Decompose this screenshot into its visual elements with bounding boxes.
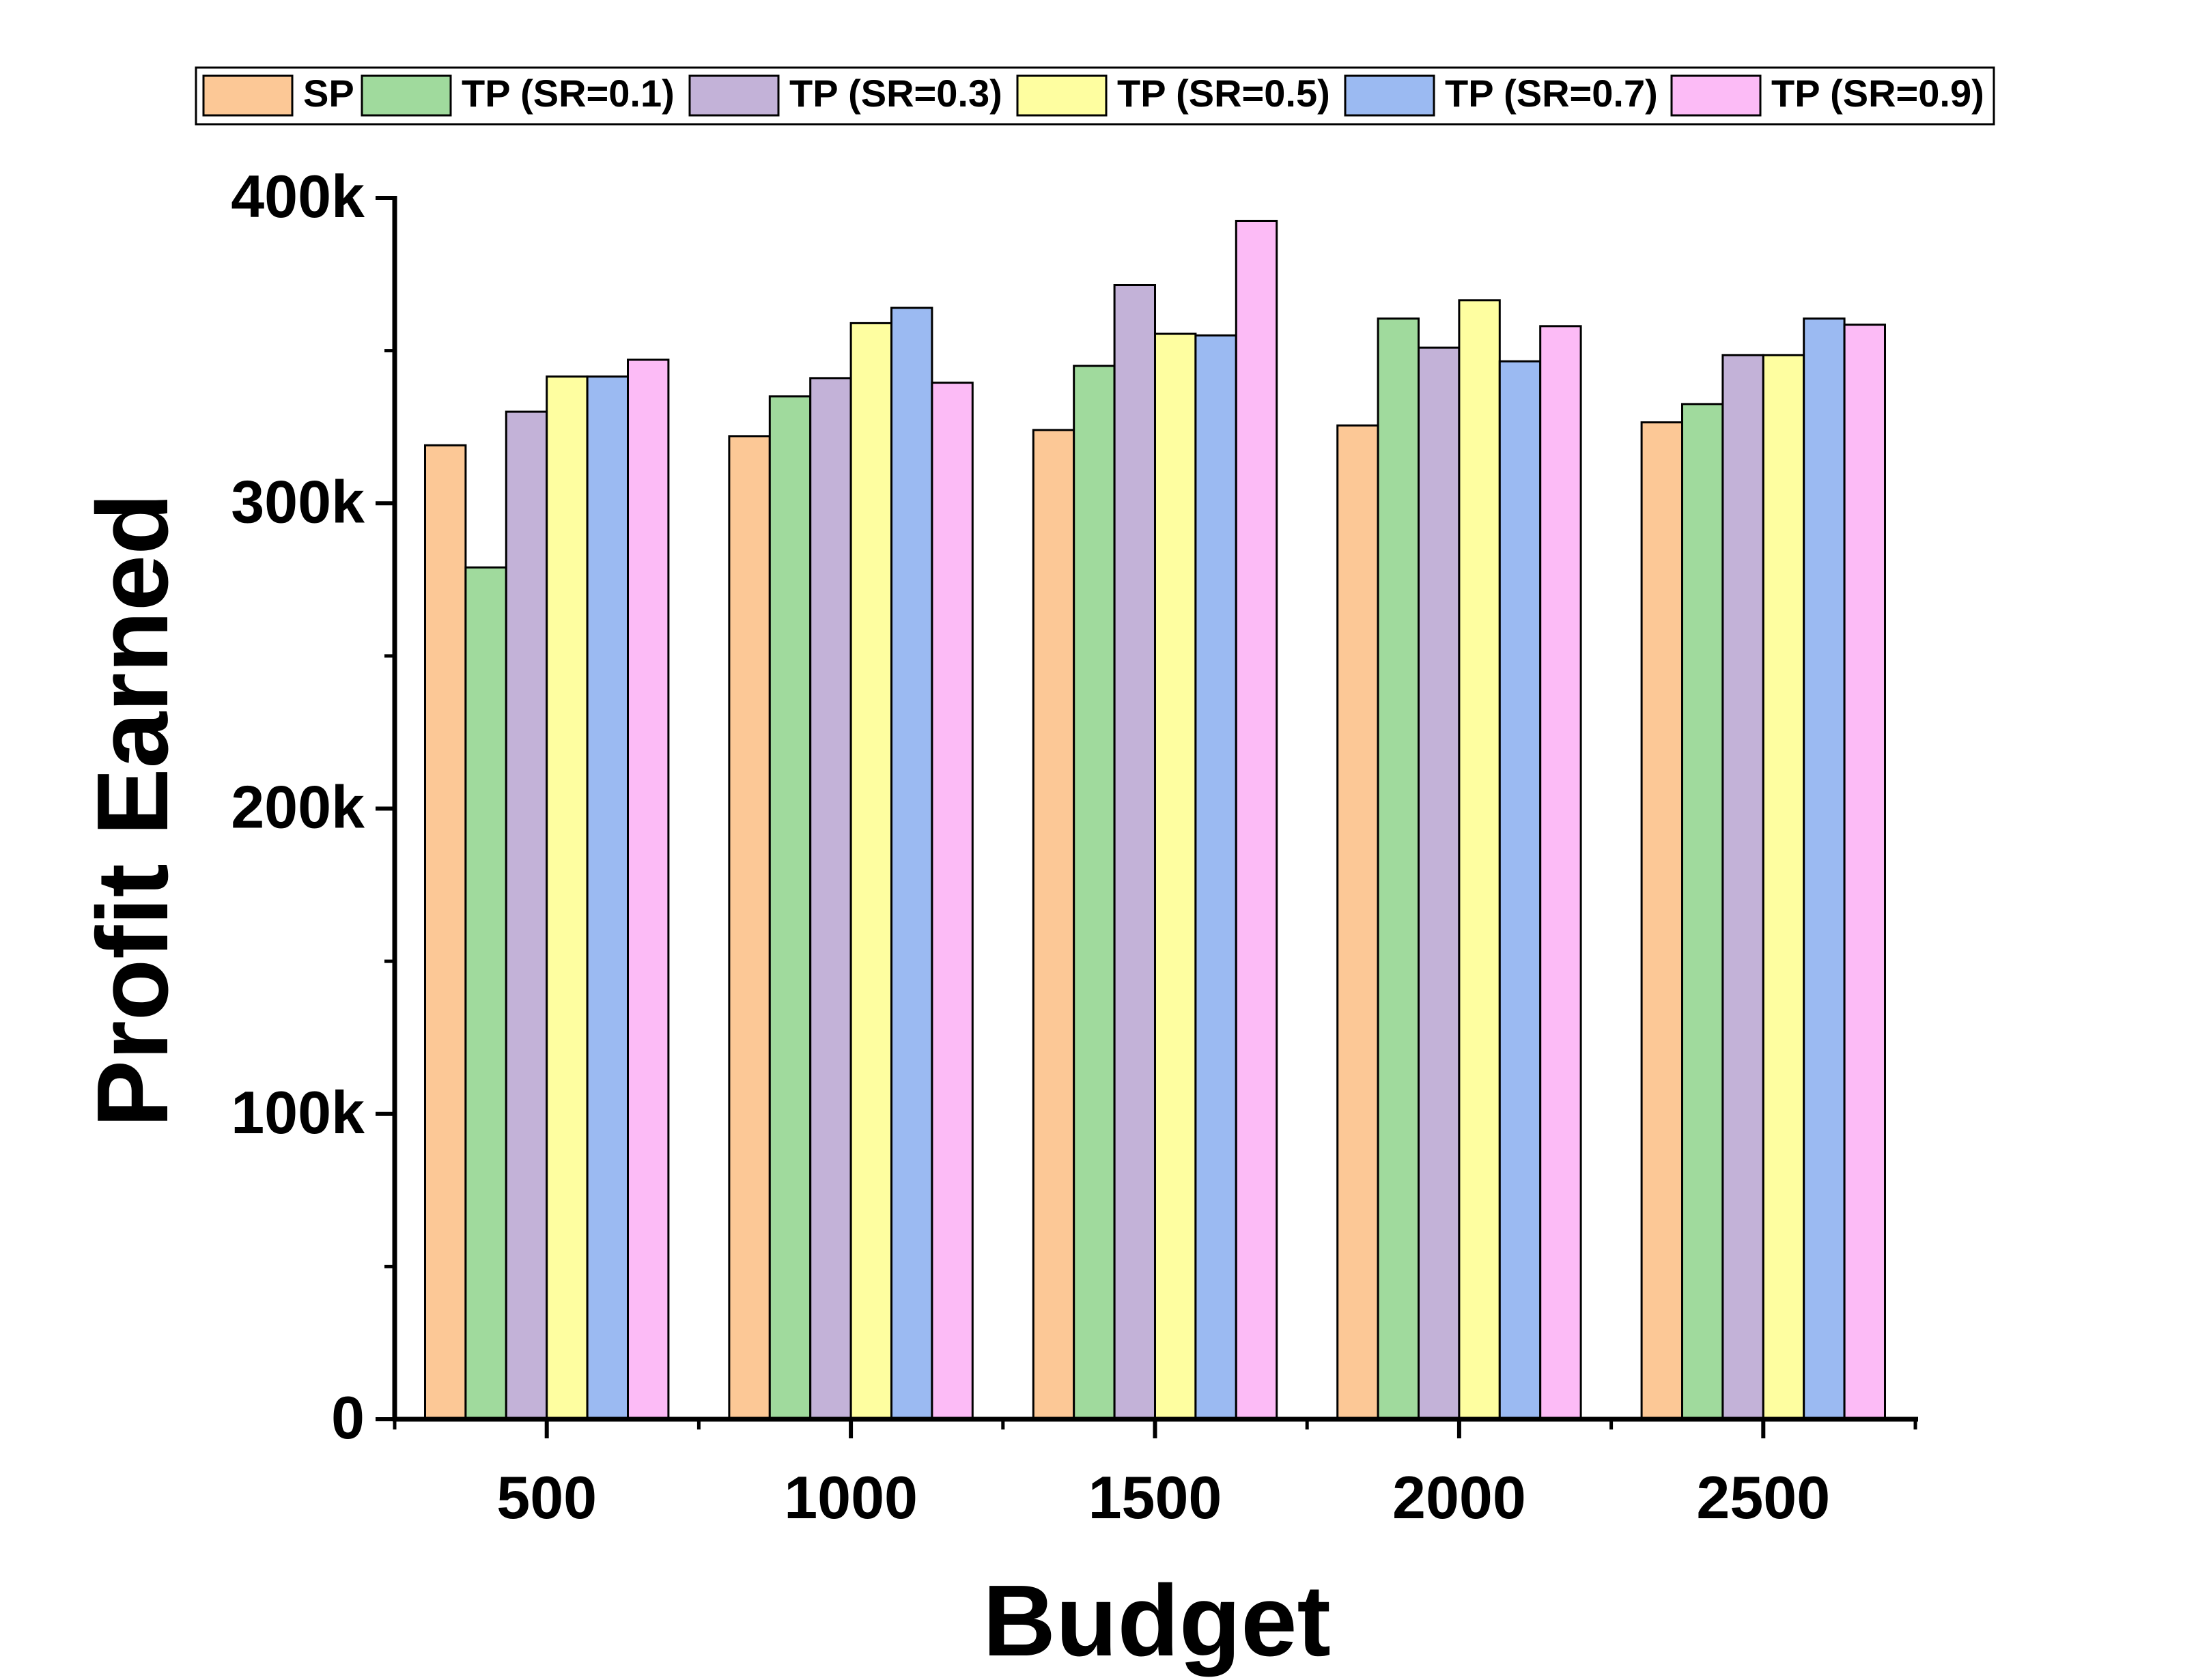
bar-3-2000 [1418, 346, 1461, 1421]
legend-swatch-4 [1016, 74, 1108, 117]
bar-5-500 [586, 375, 629, 1421]
y-tick-label-0: 0 [331, 1384, 365, 1451]
bar-1-500 [424, 444, 467, 1421]
bar-1-1000 [728, 435, 771, 1421]
bar-2-1000 [768, 395, 812, 1421]
legend-label-1: SP [303, 72, 354, 115]
bar-6-500 [627, 358, 670, 1421]
bar-6-1500 [1235, 220, 1278, 1421]
bar-3-2500 [1721, 354, 1764, 1421]
y-tick-label-4: 400k [231, 162, 365, 230]
bar-2-1500 [1073, 365, 1116, 1421]
legend-label-6: TP (SR=0.9) [1771, 72, 1984, 115]
bar-3-1500 [1113, 284, 1156, 1421]
bar-4-2500 [1762, 354, 1805, 1421]
bar-5-2500 [1803, 317, 1846, 1421]
legend-swatch-5 [1344, 74, 1435, 117]
x-tick-label-2000: 2000 [1392, 1464, 1526, 1531]
y-tick-label-3: 300k [231, 468, 365, 535]
bar-6-2000 [1539, 325, 1582, 1421]
y-axis-title: Profit Earned [76, 493, 189, 1127]
bar-3-1000 [809, 377, 852, 1421]
bar-5-2000 [1498, 360, 1542, 1421]
legend-label-2: TP (SR=0.1) [462, 72, 675, 115]
bar-1-2000 [1336, 424, 1379, 1421]
legend-swatch-3 [688, 74, 780, 117]
bar-2-2000 [1377, 317, 1420, 1421]
bar-4-2000 [1458, 299, 1501, 1421]
x-tick-label-1500: 1500 [1088, 1464, 1222, 1531]
legend-swatch-6 [1670, 74, 1762, 117]
axes: 0 100k 200k 300k 400k 500 1000 1500 2000 2500 [231, 162, 1918, 1531]
bar-1-1500 [1032, 429, 1075, 1421]
bar-4-1000 [849, 322, 892, 1421]
bar-3-500 [505, 410, 548, 1421]
legend-swatch-2 [361, 74, 452, 117]
bar-6-1000 [931, 382, 974, 1421]
y-tick-label-2: 200k [231, 773, 365, 841]
bar-4-1500 [1154, 332, 1197, 1421]
legend-label-3: TP (SR=0.3) [789, 72, 1002, 115]
x-tick-label-500: 500 [496, 1464, 597, 1531]
legend-swatch-1 [202, 74, 294, 117]
x-axis-title: Budget [983, 1565, 1331, 1677]
x-tick-label-1000: 1000 [784, 1464, 918, 1531]
plot-bars [424, 220, 1887, 1421]
legend: SP TP (SR=0.1) TP (SR=0.3) TP (SR=0.5) TP (S… [195, 66, 1995, 126]
y-tick-label-1: 100k [231, 1079, 365, 1146]
legend-label-5: TP (SR=0.7) [1445, 72, 1658, 115]
bar-5-1000 [890, 307, 933, 1421]
bar-6-2500 [1843, 324, 1887, 1421]
legend-label-4: TP (SR=0.5) [1117, 72, 1330, 115]
bar-5-1500 [1194, 334, 1237, 1421]
bar-1-2500 [1640, 421, 1684, 1421]
bar-4-500 [546, 375, 589, 1421]
bar-2-500 [464, 566, 507, 1421]
x-tick-label-2500: 2500 [1696, 1464, 1830, 1531]
bar-2-2500 [1681, 403, 1724, 1421]
